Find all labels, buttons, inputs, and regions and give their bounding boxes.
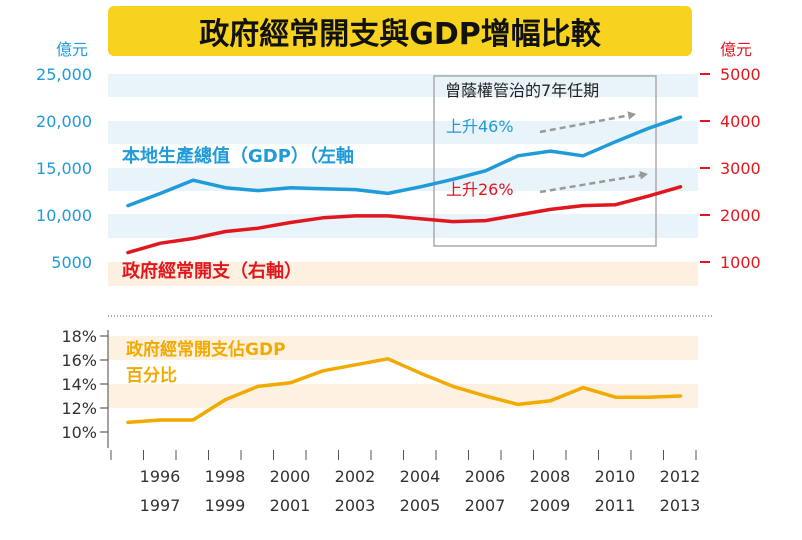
x-tick-label: 1999 [205,496,246,515]
x-tick-label: 1997 [140,496,181,515]
x-tick-label: 2007 [465,496,506,515]
x-tick-label: 2006 [465,467,506,486]
left-tick-label: 20,000 [36,112,92,131]
x-tick-label: 2010 [595,467,636,486]
x-tick-label: 2003 [335,496,376,515]
chart-title: 政府經常開支與GDP增幅比較 [108,6,692,56]
spending-rise-arrow [539,172,649,194]
x-tick-label: 2011 [595,496,636,515]
x-tick-label: 2009 [530,496,571,515]
x-tick-label: 1998 [205,467,246,486]
x-tick-label: 2001 [270,496,311,515]
right-tick-label: 4000 [720,112,761,131]
ratio-band-1 [108,384,698,408]
period-label: 曾蔭權管治的7年任期 [445,81,599,100]
ratio-series-label-line2: 百分比 [126,365,177,386]
band-orange-4 [108,262,698,286]
gdp-rise-label: 上升46% [446,117,514,136]
period-box [433,75,657,247]
ratio-series-line [126,357,683,425]
ratio-tick-label: 10% [61,423,97,442]
ratio-tick-label: 18% [61,327,97,346]
right-tick-label: 1000 [720,253,761,272]
right-tick-label: 2000 [720,206,761,225]
band-blue-2 [108,168,698,191]
left-axis-unit: 億元 [56,40,88,59]
x-tick-label: 2008 [530,467,571,486]
right-axis-unit: 億元 [720,40,752,59]
x-tick-label: 2004 [400,467,441,486]
spending-series-line [126,185,683,255]
gdp-rise-arrow [539,112,637,134]
right-tick-label: 5000 [720,65,761,84]
band-blue-0 [108,74,698,97]
left-tick-label: 10,000 [36,206,92,225]
x-tick-label: 2000 [270,467,311,486]
spending-series-label: 政府經常開支（右軸） [122,260,302,282]
spending-rise-label: 上升26% [446,180,514,199]
right-tick-label: 3000 [720,159,761,178]
left-tick-label: 15,000 [36,159,92,178]
x-tick-label: 2013 [660,496,701,515]
ratio-series-label-line1: 政府經常開支佔GDP [126,339,286,360]
x-tick-label: 2005 [400,496,441,515]
gdp-series-line [126,115,683,208]
spending-rise-arrow-head [639,171,648,180]
left-tick-label: 5000 [51,253,92,272]
x-tick-label: 2012 [660,467,701,486]
ratio-band-0 [108,336,698,360]
ratio-tick-label: 16% [61,351,97,370]
x-tick-label: 1996 [140,467,181,486]
gdp-series-label: 本地生產總值（GDP）（左軸 [122,145,354,167]
ratio-tick-label: 12% [61,399,97,418]
x-tick-label: 2002 [335,467,376,486]
band-blue-1 [108,121,698,144]
ratio-tick-label: 14% [61,375,97,394]
gdp-rise-arrow-head [627,111,636,120]
left-tick-label: 25,000 [36,65,92,84]
